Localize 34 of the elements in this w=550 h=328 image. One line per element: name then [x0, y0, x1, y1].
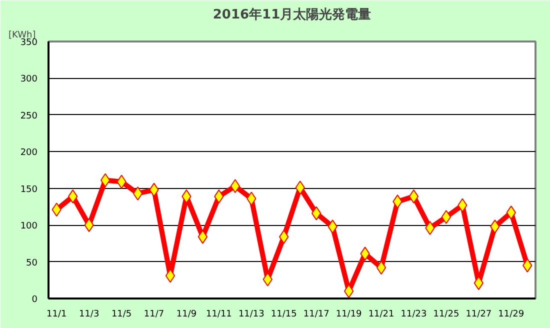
x-tick-label: 11/11 — [206, 310, 232, 320]
point — [100, 173, 110, 188]
x-tick-label: 11/1 — [46, 310, 67, 320]
y-tick-label: 350 — [20, 38, 38, 48]
x-tick-label: 11/3 — [78, 310, 100, 320]
x-tick-label: 11/19 — [336, 310, 362, 320]
y-tick-label: 0 — [32, 295, 38, 305]
point — [441, 210, 452, 224]
y-tick-label: 100 — [20, 222, 38, 232]
x-tick-label: 11/13 — [238, 310, 264, 320]
point — [474, 276, 484, 290]
y-tick-label: 250 — [20, 111, 38, 122]
y-tick-label: 150 — [20, 184, 38, 195]
x-tick-label: 11/5 — [111, 310, 132, 320]
point — [165, 268, 176, 283]
point — [230, 179, 240, 194]
y-tick-label: 200 — [20, 148, 38, 158]
point — [198, 230, 208, 244]
point — [376, 260, 386, 275]
x-tick-label: 11/15 — [270, 310, 297, 320]
y-tick-label: 50 — [26, 258, 38, 268]
x-tick-label: 11/17 — [303, 310, 330, 320]
point — [408, 189, 419, 204]
y-tick-label: 300 — [20, 74, 38, 85]
chart-title: 2016年11月太陽光発電量 — [212, 8, 372, 22]
x-tick-label: 11/25 — [433, 310, 460, 320]
x-tick-label: 11/21 — [368, 310, 394, 320]
x-tick-label: 11/9 — [176, 310, 197, 320]
x-tick-label: 11/7 — [144, 310, 164, 320]
point — [132, 186, 143, 200]
point — [344, 284, 354, 298]
x-tick-label: 11/23 — [400, 310, 427, 320]
x-tick-label: 11/29 — [498, 310, 524, 320]
x-tick-label: 11/27 — [466, 310, 492, 320]
